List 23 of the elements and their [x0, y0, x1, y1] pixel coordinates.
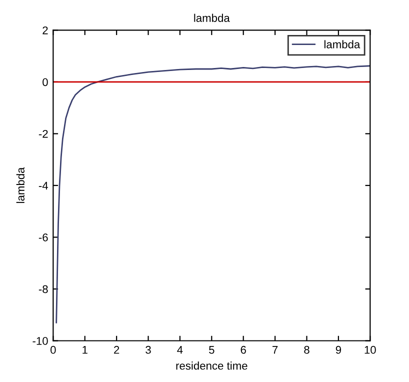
y-tick-label: 0 — [42, 78, 48, 86]
x-tick-label: 6 — [240, 346, 246, 354]
y-tick-label: -6 — [38, 233, 48, 242]
y-axis-title: lambda — [16, 167, 24, 203]
y-tick-label: -4 — [38, 182, 48, 190]
chart-title: lambda — [194, 14, 230, 22]
x-tick-label: 8 — [304, 346, 310, 354]
x-tick-label: 2 — [114, 346, 120, 354]
y-tick-label: -8 — [38, 285, 48, 294]
y-tick-label: -2 — [38, 130, 48, 138]
y-tick-label: 2 — [42, 26, 48, 34]
x-tick-label: 4 — [177, 346, 183, 354]
y-tick-label: -10 — [32, 337, 48, 345]
x-axis-title: residence time — [176, 362, 248, 370]
x-tick-label: 1 — [82, 346, 88, 354]
x-tick-label: 3 — [146, 346, 151, 354]
x-tick-label: 5 — [209, 346, 214, 354]
x-tick-label: 10 — [364, 346, 376, 354]
legend-label: lambda — [324, 40, 360, 48]
x-tick-label: 0 — [50, 346, 56, 354]
x-tick-label: 9 — [336, 346, 342, 354]
line-series — [56, 65, 370, 324]
x-tick-label: 7 — [272, 346, 278, 354]
